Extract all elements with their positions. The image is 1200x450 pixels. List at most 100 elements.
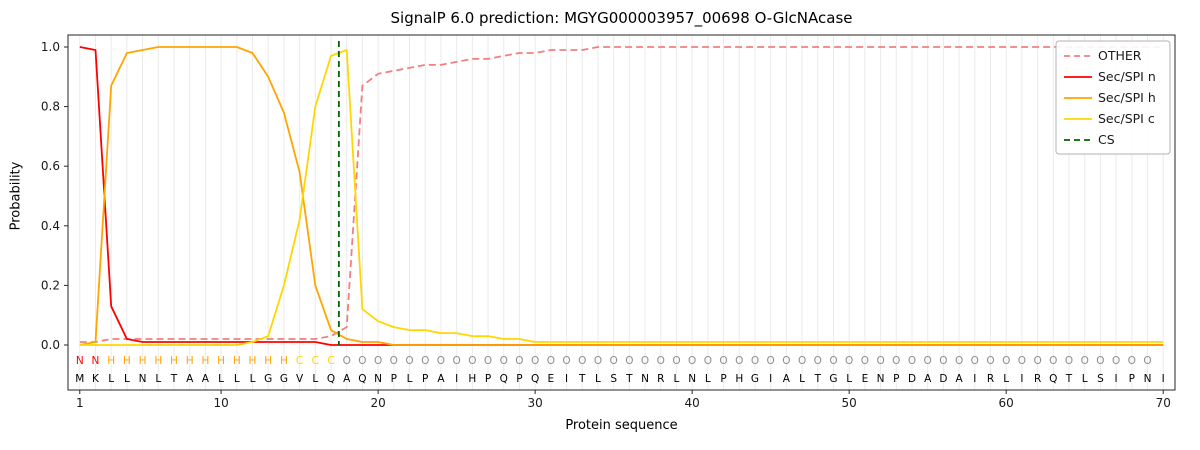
residue-letter: A — [783, 373, 791, 385]
region-label: O — [861, 355, 869, 367]
region-label: O — [405, 355, 413, 367]
residue-letter: L — [1003, 373, 1009, 385]
y-tick-label: 0.2 — [41, 278, 60, 292]
residue-letter: I — [1020, 373, 1023, 385]
residue-letter: M — [75, 373, 84, 385]
region-label: O — [500, 355, 508, 367]
residue-letter: P — [1129, 373, 1135, 385]
residue-letter: S — [1097, 373, 1104, 385]
region-label: O — [1049, 355, 1057, 367]
region-label: O — [1033, 355, 1041, 367]
residue-letter: I — [455, 373, 458, 385]
region-label: O — [594, 355, 602, 367]
residue-letter: G — [280, 373, 288, 385]
region-label: O — [1002, 355, 1010, 367]
region-label: O — [562, 355, 570, 367]
residue-letter: G — [829, 373, 837, 385]
residue-letter: T — [170, 373, 178, 385]
residue-letter: L — [674, 373, 680, 385]
residue-letter: L — [108, 373, 114, 385]
residue-letter: I — [565, 373, 568, 385]
region-label: O — [1096, 355, 1104, 367]
region-label: N — [76, 355, 84, 367]
residue-letter: P — [485, 373, 491, 385]
region-label: O — [908, 355, 916, 367]
series-line-sec-spi-h — [79, 46, 1164, 346]
region-label: O — [704, 355, 712, 367]
residue-letter: N — [139, 373, 147, 385]
plot-border — [67, 34, 1176, 391]
region-label: C — [327, 355, 334, 367]
region-label: O — [751, 355, 759, 367]
residue-letter: A — [437, 373, 445, 385]
region-label: O — [672, 355, 680, 367]
residue-letter: L — [407, 373, 413, 385]
region-label: H — [217, 355, 225, 367]
residue-letter: G — [751, 373, 759, 385]
residue-letter: Q — [531, 373, 539, 385]
legend-label: CS — [1098, 132, 1115, 147]
region-label: H — [139, 355, 147, 367]
residue-letter: Q — [1049, 373, 1057, 385]
residue-letter: I — [1115, 373, 1118, 385]
region-label: C — [312, 355, 319, 367]
region-label: O — [657, 355, 665, 367]
legend-label: Sec/SPI c — [1098, 111, 1155, 126]
residue-letter: H — [735, 373, 743, 385]
residue-letter: K — [92, 373, 100, 385]
series-line-sec-spi-n — [79, 46, 1164, 346]
region-label: O — [390, 355, 398, 367]
region-label: O — [1065, 355, 1073, 367]
x-tick-label: 50 — [842, 396, 857, 410]
region-label: H — [280, 355, 288, 367]
residue-letter: V — [296, 373, 304, 385]
residue-letter: Q — [327, 373, 335, 385]
residue-letter: L — [799, 373, 805, 385]
residue-letter: G — [264, 373, 272, 385]
region-label: H — [264, 355, 272, 367]
residue-letter: Q — [500, 373, 508, 385]
region-label: O — [829, 355, 837, 367]
y-tick-label: 1.0 — [41, 40, 60, 54]
region-label: H — [249, 355, 257, 367]
residue-letter: L — [250, 373, 256, 385]
y-tick-label: 0.6 — [41, 159, 60, 173]
x-tick-label: 30 — [527, 396, 542, 410]
x-tick-label: 10 — [213, 396, 228, 410]
residue-letter: R — [657, 373, 664, 385]
region-label: O — [578, 355, 586, 367]
region-label: O — [1143, 355, 1151, 367]
residue-letter: P — [391, 373, 397, 385]
region-label: O — [971, 355, 979, 367]
region-label: H — [233, 355, 241, 367]
region-label: O — [939, 355, 947, 367]
region-label: O — [1128, 355, 1136, 367]
region-label: O — [484, 355, 492, 367]
y-tick-label: 0.4 — [41, 219, 60, 233]
y-tick-label: 0.0 — [41, 338, 60, 352]
x-tick-label: 60 — [999, 396, 1014, 410]
residue-letter: T — [625, 373, 633, 385]
x-tick-label: 20 — [370, 396, 385, 410]
residue-letter: Q — [358, 373, 366, 385]
region-label: O — [421, 355, 429, 367]
residue-letter: N — [374, 373, 382, 385]
region-label: O — [547, 355, 555, 367]
residue-letter: I — [1162, 373, 1165, 385]
region-label: H — [201, 355, 209, 367]
x-axis-label: Protein sequence — [565, 418, 678, 433]
region-label: O — [735, 355, 743, 367]
region-label: O — [955, 355, 963, 367]
y-tick-label: 0.8 — [41, 100, 60, 114]
residue-letter: A — [956, 373, 964, 385]
residue-letter: L — [234, 373, 240, 385]
residue-letter: N — [641, 373, 649, 385]
region-label: O — [1112, 355, 1120, 367]
residue-letter: H — [468, 373, 476, 385]
region-label: H — [123, 355, 131, 367]
residue-letter: E — [862, 373, 869, 385]
x-tick-label: 1 — [76, 396, 84, 410]
legend-label: OTHER — [1098, 48, 1142, 63]
residue-letter: A — [924, 373, 932, 385]
